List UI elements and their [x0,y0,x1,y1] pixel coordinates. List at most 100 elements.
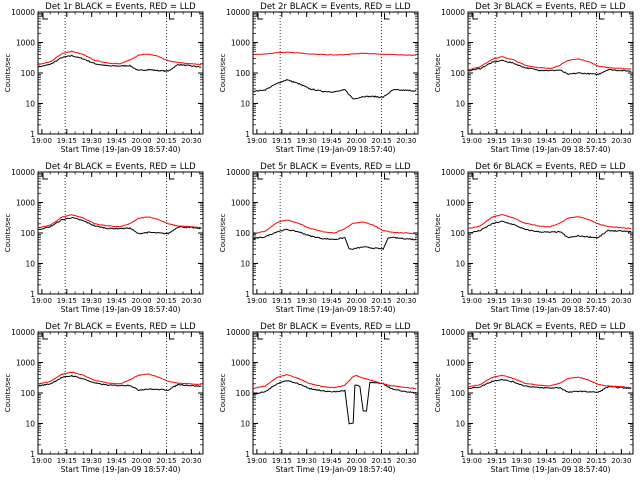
y-tick-label: 1 [460,450,465,459]
x-tick-label: 20:00 [561,137,581,145]
x-tick-label: 20:15 [586,297,606,305]
detector-panel-7: Det 7r BLACK = Events, RED = LLD 1 10 100 10… [4,322,204,474]
y-axis-label: Counts/sec [219,54,227,93]
y-tick-label: 10 [25,100,35,109]
corner-mark [472,13,478,20]
x-tick-label: 20:00 [131,137,151,145]
y-tick-label: 100 [451,69,466,78]
x-tick-label: 19:30 [82,137,102,145]
y-tick-label: 100 [451,389,466,398]
x-tick-label: 19:00 [247,457,267,465]
y-tick-label: 100 [236,389,251,398]
y-tick-label: 1000 [231,39,250,48]
corner-mark [598,333,605,340]
y-tick-label: 1 [30,130,35,139]
x-tick-label: 19:00 [247,297,267,305]
y-tick-label: 1 [245,450,250,459]
series-line-events [38,216,202,235]
y-axis-label: Counts/sec [434,374,442,413]
y-tick-label: 100 [451,229,466,238]
corner-mark [168,333,175,340]
y-axis-label: Counts/sec [434,214,442,253]
y-tick-label: 1 [30,290,35,299]
panel-title: Det 2r BLACK = Events, RED = LLD [260,2,411,12]
y-tick-label: 1 [245,290,250,299]
x-tick-label: 19:15 [57,137,77,145]
x-tick-label: 20:30 [181,297,201,305]
x-tick-label: 19:15 [487,457,507,465]
y-tick-label: 1000 [446,359,465,368]
corner-mark [383,13,390,20]
x-tick-label: 20:00 [346,457,366,465]
x-tick-label: 19:45 [537,297,557,305]
x-tick-label: 20:15 [586,137,606,145]
x-axis-label: Start Time (19-Jan-09 18:57:40) [276,305,396,314]
x-tick-label: 20:30 [181,457,201,465]
y-tick-label: 10 [240,260,250,269]
x-tick-label: 19:45 [107,457,127,465]
x-tick-label: 20:30 [611,137,631,145]
plot-frame [467,331,634,455]
y-tick-label: 1000 [446,39,465,48]
y-tick-label: 10 [455,100,465,109]
y-tick-label: 10000 [226,328,250,337]
plot-frame [252,331,419,455]
x-tick-label: 20:00 [561,297,581,305]
y-tick-label: 10000 [11,168,35,177]
detector-panel-1: Det 1r BLACK = Events, RED = LLD 1 10 100 10… [4,2,204,154]
x-tick-label: 19:30 [512,457,532,465]
panel-title: Det 9r BLACK = Events, RED = LLD [475,322,626,332]
corner-mark [168,173,175,180]
x-axis-label: Start Time (19-Jan-09 18:57:40) [61,145,181,154]
panel-title: Det 1r BLACK = Events, RED = LLD [45,2,196,12]
series-line-events [468,220,632,239]
y-tick-label: 1000 [231,199,250,208]
series-line-lld [468,374,632,389]
corner-mark [42,13,48,20]
y-tick-label: 1 [460,130,465,139]
panel-title: Det 5r BLACK = Events, RED = LLD [260,162,411,172]
x-tick-label: 20:30 [396,297,416,305]
detector-panel-6: Det 6r BLACK = Events, RED = LLD 1 10 100 10… [434,162,634,314]
x-axis-label: Start Time (19-Jan-09 18:57:40) [61,465,181,474]
y-tick-label: 100 [236,229,251,238]
x-tick-label: 20:00 [131,297,151,305]
y-tick-label: 10 [240,100,250,109]
corner-mark [598,13,605,20]
x-tick-label: 20:30 [611,297,631,305]
x-tick-label: 19:45 [537,457,557,465]
y-tick-label: 10000 [441,328,465,337]
x-tick-label: 19:00 [32,297,52,305]
y-tick-label: 10000 [226,8,250,17]
y-tick-label: 1 [245,130,250,139]
x-axis-label: Start Time (19-Jan-09 18:57:40) [491,145,611,154]
x-tick-label: 20:00 [346,297,366,305]
x-tick-label: 20:15 [371,457,391,465]
y-axis-label: Counts/sec [4,54,12,93]
y-tick-label: 1000 [16,199,35,208]
corner-mark [472,173,478,180]
x-tick-label: 20:00 [131,457,151,465]
corner-mark [168,13,175,20]
y-tick-label: 10 [455,260,465,269]
x-axis-label: Start Time (19-Jan-09 18:57:40) [276,145,396,154]
corner-mark [257,333,263,340]
y-tick-label: 1 [460,290,465,299]
x-tick-label: 19:15 [272,297,292,305]
x-tick-label: 19:30 [297,137,317,145]
x-tick-label: 20:15 [371,297,391,305]
series-line-events [468,59,632,76]
detector-panel-5: Det 5r BLACK = Events, RED = LLD 1 10 100 10… [219,162,419,314]
x-tick-label: 19:00 [247,137,267,145]
plot-frame [37,11,204,135]
y-axis-label: Counts/sec [219,374,227,413]
series-line-lld [253,219,417,235]
x-tick-label: 19:15 [487,297,507,305]
x-tick-label: 20:30 [396,137,416,145]
y-tick-label: 1000 [16,39,35,48]
series-line-lld [253,51,417,57]
y-axis-label: Counts/sec [434,54,442,93]
x-tick-label: 20:30 [181,137,201,145]
detector-panel-4: Det 4r BLACK = Events, RED = LLD 1 10 100 10… [4,162,204,314]
y-tick-label: 10 [25,260,35,269]
